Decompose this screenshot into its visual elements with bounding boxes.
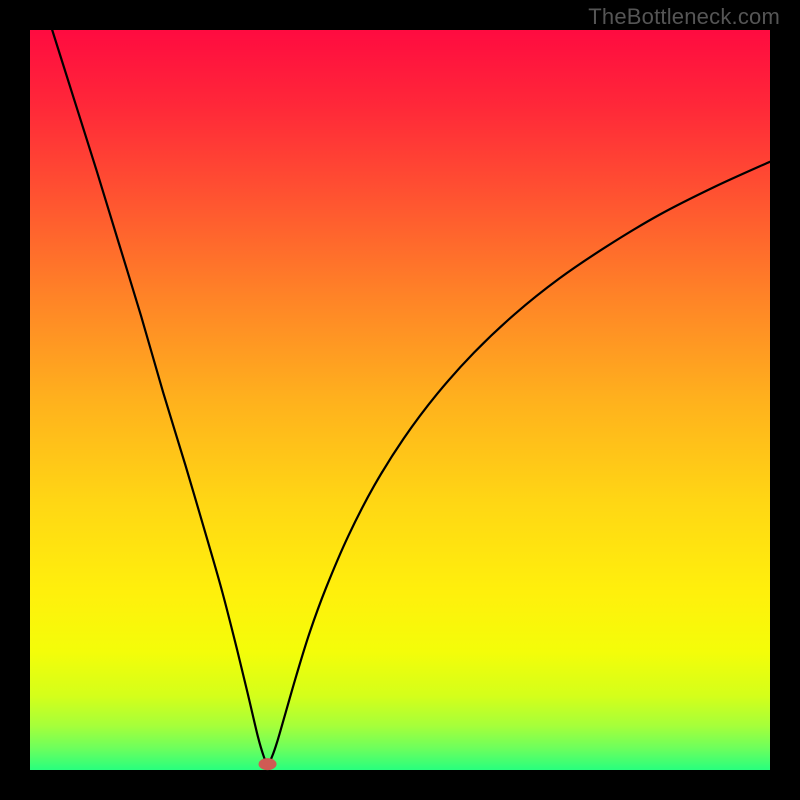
minimum-marker — [259, 758, 277, 770]
bottleneck-chart — [0, 0, 800, 800]
watermark-text: TheBottleneck.com — [588, 4, 780, 30]
gradient-background — [30, 30, 770, 770]
chart-container: { "watermark": { "text": "TheBottleneck.… — [0, 0, 800, 800]
